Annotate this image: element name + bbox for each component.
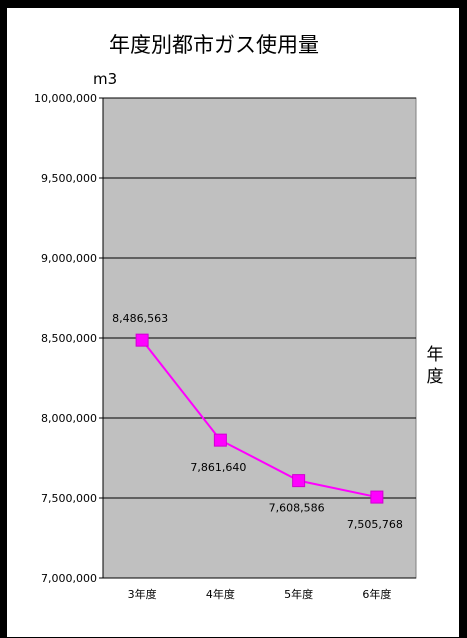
data-label: 7,861,640	[190, 461, 246, 474]
data-label: 8,486,563	[112, 312, 168, 325]
chart-area: 年度別都市ガス使用量 m3 7,000,000 7,500,000 8,000,00…	[6, 7, 460, 637]
data-point-marker	[370, 490, 384, 504]
line-chart: 年度別都市ガス使用量 m3 7,000,000 7,500,000 8,000,00…	[34, 33, 444, 601]
x-axis-title-char-1: 年	[427, 345, 444, 365]
y-tick-label: 8,000,000	[41, 412, 97, 425]
y-axis-unit-label: m3	[93, 70, 117, 88]
x-tick-label: 3年度	[128, 587, 157, 601]
x-axis-title-char-2: 度	[427, 367, 444, 387]
y-tick-label: 7,000,000	[41, 572, 97, 585]
y-tick-label: 10,000,000	[34, 92, 97, 105]
data-point-marker	[135, 333, 149, 347]
data-label: 7,505,768	[347, 518, 403, 531]
x-tick-label: 4年度	[206, 587, 235, 601]
data-point-marker	[292, 474, 306, 488]
series-line	[141, 339, 378, 499]
x-tick-label: 6年度	[362, 587, 391, 601]
y-tick-label: 9,500,000	[41, 172, 97, 185]
y-tick-label: 8,500,000	[41, 332, 97, 345]
y-tick-label: 9,000,000	[41, 252, 97, 265]
plot-area: 7,000,000 7,500,000 8,000,000 8,500,000 9,00…	[34, 92, 417, 601]
data-point-marker	[213, 433, 227, 447]
data-label: 7,608,586	[269, 502, 325, 515]
chart-title: 年度別都市ガス使用量	[109, 33, 319, 57]
x-tick-label: 5年度	[284, 587, 313, 601]
y-tick-label: 7,500,000	[41, 492, 97, 505]
